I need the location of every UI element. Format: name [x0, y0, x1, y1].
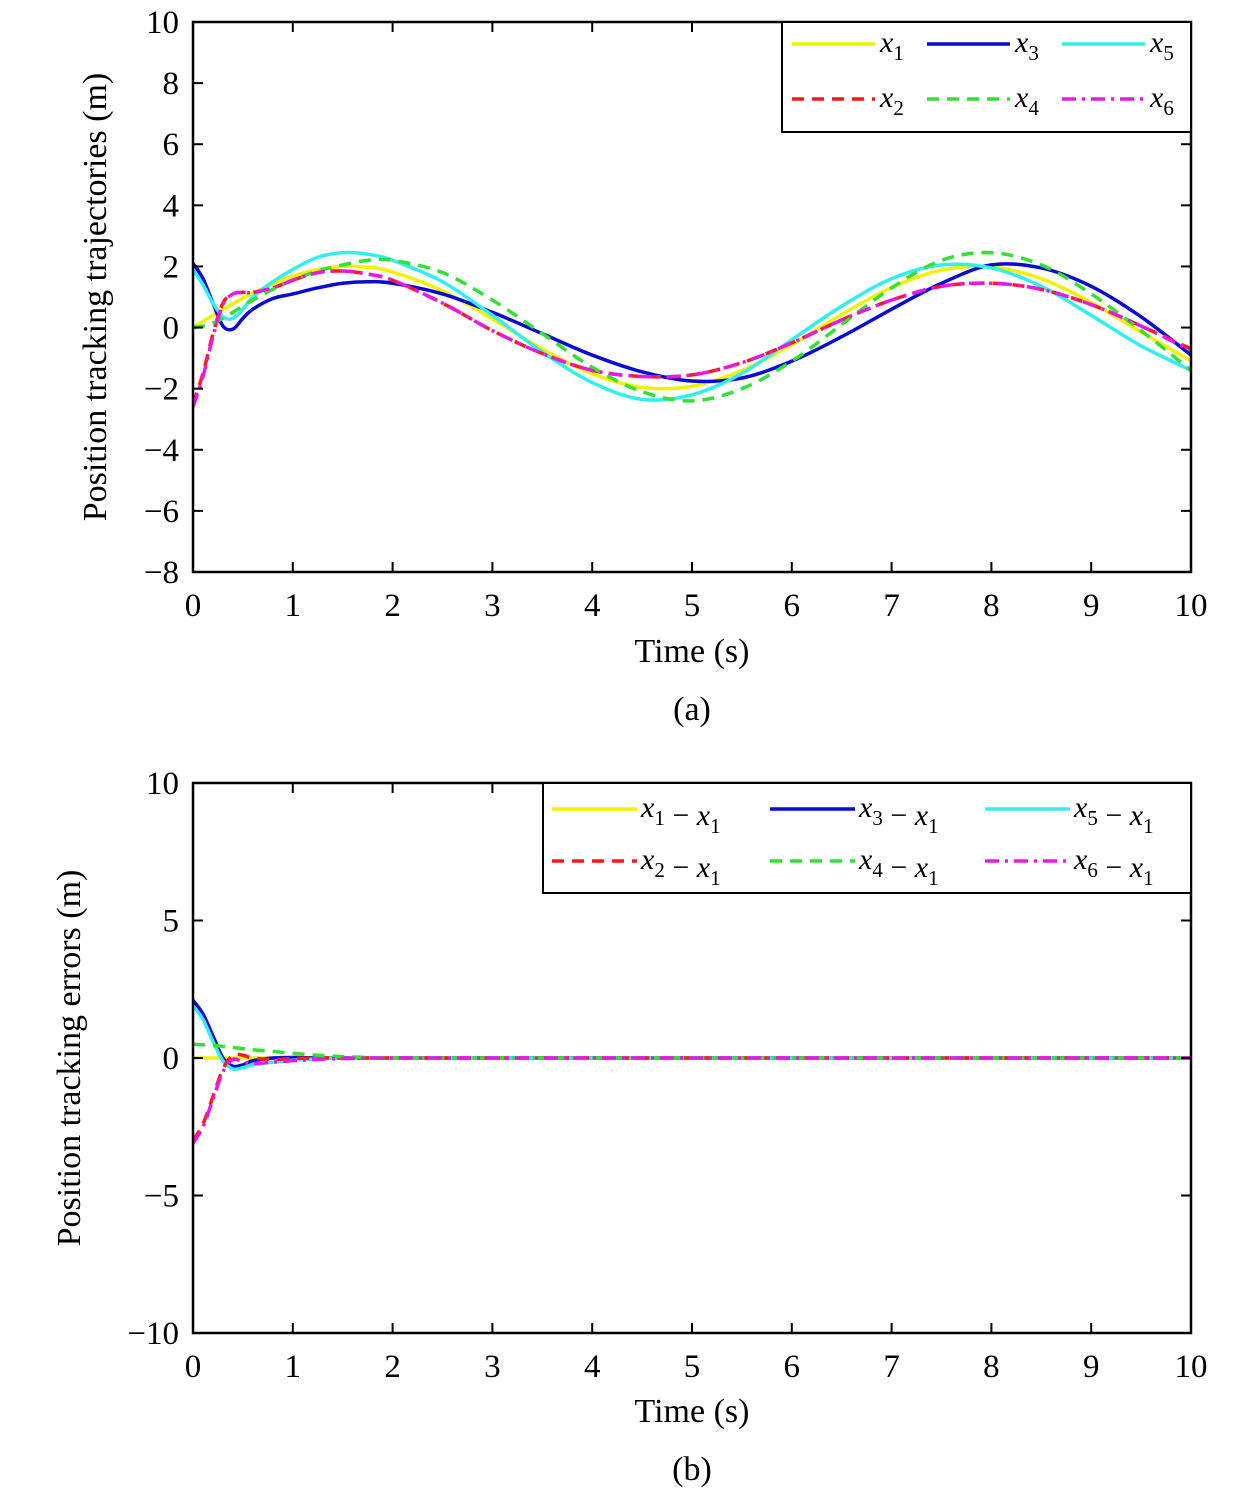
- legend-entry: x2 − x1: [552, 843, 721, 890]
- y-tick-label: 10: [146, 5, 179, 41]
- y-tick-label: −5: [144, 1179, 179, 1215]
- legend-entry: x5: [1062, 26, 1174, 65]
- x-tick-label: 3: [484, 1349, 501, 1385]
- legend-box: [542, 782, 1192, 894]
- panel-a-trajectories: Time (s) (a) Position tracking trajector…: [77, 5, 1208, 728]
- legend-entry: x3: [927, 26, 1039, 65]
- legend-label: x1 − x1: [640, 791, 721, 838]
- series-line-x2: [193, 269, 1191, 405]
- x-tick-label: 1: [285, 1349, 302, 1385]
- x-tick-label: 6: [784, 1349, 801, 1385]
- y-axis-label: Position tracking trajectories (m): [77, 73, 114, 522]
- x-tick-label: 0: [185, 588, 202, 624]
- plot-area: [193, 999, 1191, 1145]
- legend-entry: x3 − x1: [770, 791, 939, 838]
- plot-area: [193, 250, 1191, 408]
- legend-label: x3 − x1: [858, 791, 939, 838]
- x-tick-label: 7: [883, 1349, 900, 1385]
- legend-label: x4: [1014, 81, 1039, 120]
- x-tick-label: 2: [384, 1349, 401, 1385]
- x-axis-label: Time (s): [635, 633, 750, 670]
- y-tick-label: 4: [163, 188, 180, 224]
- series-line-x4: [193, 250, 1191, 403]
- legend-label: x3: [1014, 26, 1039, 65]
- panel-b-errors: Time (s) (b) Position tracking errors (m…: [51, 766, 1208, 1488]
- y-tick-label: −10: [127, 1316, 179, 1352]
- x-tick-label: 1: [285, 588, 302, 624]
- x-tick-label: 6: [784, 588, 801, 624]
- x-tick-label: 5: [684, 1349, 701, 1385]
- x-tick-label: 9: [1083, 588, 1100, 624]
- x-tick-label: 2: [384, 588, 401, 624]
- y-tick-label: 8: [163, 66, 180, 102]
- panel-caption: (a): [673, 691, 711, 728]
- legend-entry: x6 − x1: [985, 843, 1154, 890]
- x-tick-label: 0: [185, 1349, 202, 1385]
- y-tick-label: −8: [144, 555, 179, 591]
- legend-label: x4 − x1: [858, 843, 939, 890]
- legend: x1 − x1 x3 − x1 x5 − x1 x2 − x1 x4 − x1 x6 − …: [542, 782, 1192, 894]
- legend-entry: x1: [792, 26, 904, 65]
- x-tick-label: 4: [584, 588, 601, 624]
- y-tick-label: 5: [163, 904, 180, 940]
- series-line-x5: [193, 250, 1191, 402]
- x-tick-label: 3: [484, 588, 501, 624]
- series-line-x4-x1: [193, 1042, 1191, 1060]
- x-tick-label: 5: [684, 588, 701, 624]
- legend-label: x5 − x1: [1073, 791, 1154, 838]
- legend-label: x2 − x1: [640, 843, 721, 890]
- y-tick-label: 0: [163, 1041, 180, 1077]
- y-axis-label: Position tracking errors (m): [51, 870, 88, 1247]
- panel-caption: (b): [672, 1451, 712, 1488]
- y-tick-label: −4: [144, 433, 179, 469]
- series-line-x3: [193, 262, 1191, 384]
- series-line-x6: [193, 269, 1191, 408]
- x-tick-label: 7: [883, 588, 900, 624]
- x-tick-label: 10: [1175, 588, 1208, 624]
- x-tick-label: 8: [983, 1349, 1000, 1385]
- x-axis-label: Time (s): [635, 1393, 750, 1430]
- legend-box: [781, 21, 1192, 133]
- y-tick-label: 6: [163, 127, 180, 163]
- legend-entry: x6: [1062, 81, 1174, 120]
- legend-entry: x1 − x1: [552, 791, 721, 838]
- legend-label: x2: [879, 81, 904, 120]
- legend-entry: x2: [792, 81, 904, 120]
- y-tick-label: 10: [146, 766, 179, 802]
- legend: x1 x3 x5 x2 x4 x6: [781, 21, 1192, 133]
- legend-label: x5: [1149, 26, 1174, 65]
- x-tick-label: 4: [584, 1349, 601, 1385]
- legend-label: x6 − x1: [1073, 843, 1154, 890]
- series-line-x2-x1: [193, 1052, 1191, 1142]
- legend-entry: x4: [927, 81, 1039, 120]
- legend-entry: x4 − x1: [770, 843, 939, 890]
- x-tick-label: 9: [1083, 1349, 1100, 1385]
- series-line-x6-x1: [193, 1056, 1191, 1145]
- y-tick-label: 0: [163, 311, 180, 347]
- y-tick-label: 2: [163, 249, 180, 285]
- legend-label: x1: [879, 26, 904, 65]
- y-tick-label: −2: [144, 372, 179, 408]
- legend-label: x6: [1149, 81, 1174, 120]
- x-tick-label: 10: [1175, 1349, 1208, 1385]
- legend-entry: x5 − x1: [985, 791, 1154, 838]
- series-line-x1: [193, 264, 1191, 391]
- x-tick-label: 8: [983, 588, 1000, 624]
- y-tick-label: −6: [144, 494, 179, 530]
